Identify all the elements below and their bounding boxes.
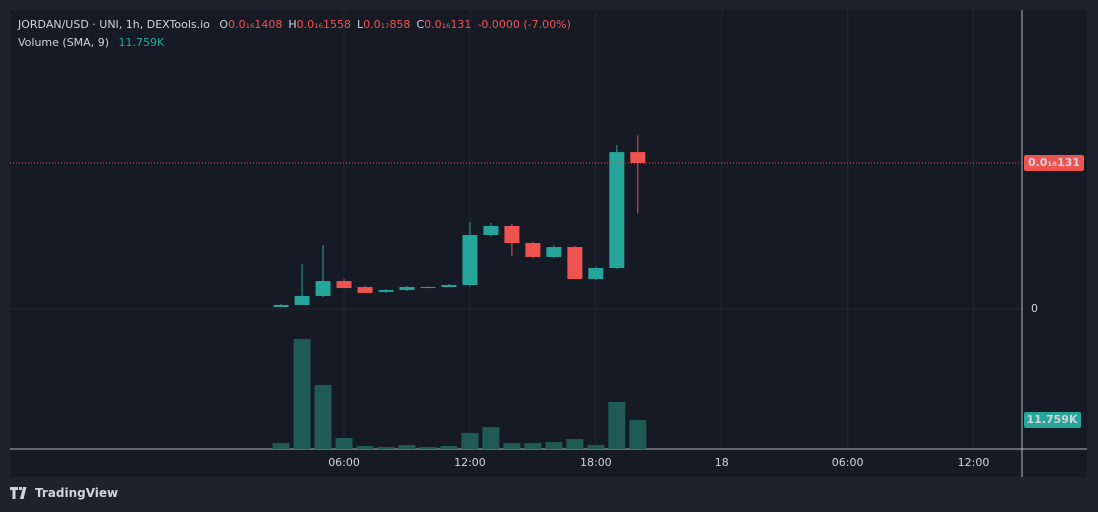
candle-body [357, 287, 373, 293]
candle-body [336, 281, 352, 289]
volume-bar [272, 443, 290, 449]
y-tick-label: 0 [1031, 302, 1038, 315]
symbol-title: JORDAN/USD · UNI, 1h, DEXTools.io [18, 18, 210, 31]
candle-body [567, 247, 583, 280]
volume-bar [524, 443, 542, 449]
x-tick-label: 12:00 [958, 456, 990, 469]
volume-last-label: 11.759K [1027, 413, 1078, 426]
volume-bar [503, 443, 521, 449]
candle-body [462, 235, 478, 286]
volume-bar [461, 432, 479, 449]
last-price-box [1024, 155, 1084, 172]
legend: JORDAN/USD · UNI, 1h, DEXTools.io O0.0₁₆… [18, 16, 571, 52]
volume-bar [419, 447, 437, 449]
ohlc-value: 0.0₁₆1408 [228, 18, 283, 31]
brand-logo [10, 487, 27, 499]
volume-bar [440, 446, 458, 449]
candle-body [315, 281, 331, 296]
volume-bar [398, 445, 416, 449]
legend-row: Volume (SMA, 9) 11.759K [18, 34, 571, 52]
volume-bar [293, 339, 311, 449]
ohlc-value: 0.0₁₆131 [424, 18, 472, 31]
volume-bar [482, 427, 500, 449]
ohlc-value: 0.0₁₆1558 [296, 18, 351, 31]
volume-bar [587, 445, 605, 449]
candle-body [378, 290, 394, 292]
candle-body [273, 304, 289, 307]
ohlc-value: 0.0₁₇858 [363, 18, 411, 31]
ohlc-prefix: C [416, 18, 425, 31]
x-tick-label: 06:00 [832, 456, 864, 469]
brand: TradingView [10, 486, 118, 500]
volume-bar [377, 447, 395, 449]
ohlc-prefix: O [219, 18, 229, 31]
volume-bar [566, 439, 584, 449]
volume-bar [314, 385, 332, 449]
candle-body [294, 295, 310, 305]
x-tick-label: 12:00 [454, 456, 486, 469]
volume-name: Volume (SMA, 9) [18, 36, 109, 49]
legend-row: JORDAN/USD · UNI, 1h, DEXTools.io O0.0₁₆… [18, 16, 571, 34]
volume-last-box [1024, 412, 1081, 429]
volume-bar [629, 420, 647, 449]
candle-body [546, 247, 562, 257]
candle-body [483, 225, 499, 236]
volume-bar [335, 438, 353, 449]
change: -0.0000 (-7.00%) [477, 18, 571, 31]
candle-body [399, 287, 415, 291]
volume-value: 11.759K [118, 36, 165, 49]
candle-body [420, 287, 436, 289]
last-price-label: 0.0₁₆131 [1028, 156, 1080, 169]
x-tick-label: 18:00 [580, 456, 612, 469]
volume-bar [608, 401, 626, 449]
chart-background [10, 10, 1087, 477]
x-tick-label: 18 [715, 456, 729, 469]
candle-body [609, 152, 625, 268]
candle-body [630, 152, 646, 164]
brand-name: TradingView [35, 486, 119, 500]
ohlc-prefix: L [356, 18, 364, 31]
candle-body [525, 243, 541, 257]
volume-bar [545, 442, 563, 449]
x-tick-label: 06:00 [328, 456, 360, 469]
candle-body [441, 285, 457, 288]
volume-bar [356, 446, 374, 449]
ohlc-prefix: H [288, 18, 297, 31]
candle-body [588, 267, 604, 280]
candle-body [504, 225, 520, 244]
